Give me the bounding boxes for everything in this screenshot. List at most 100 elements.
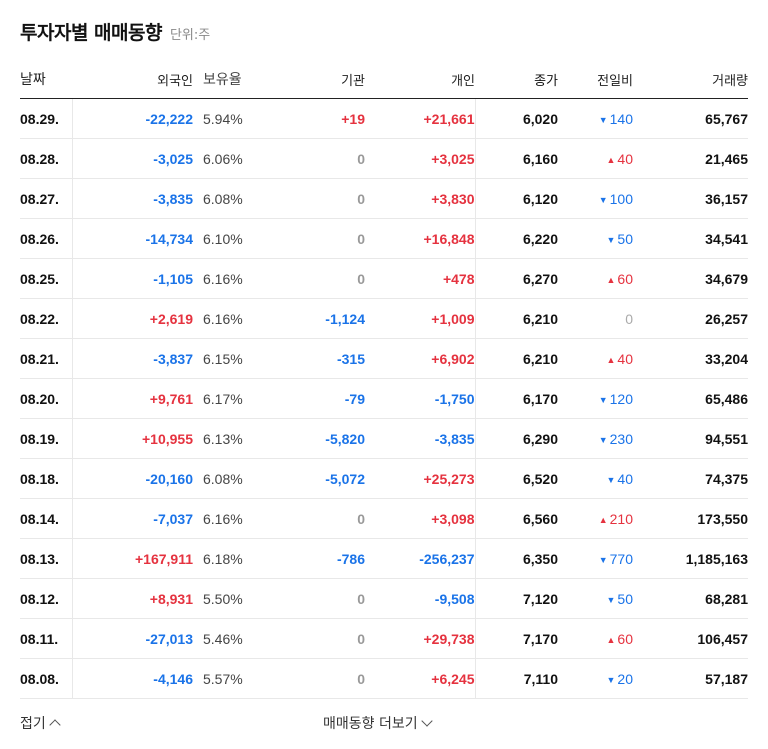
triangle-down-icon: ▼	[606, 474, 616, 485]
cell-individual: +16,848	[365, 218, 476, 259]
cell-foreign: +2,619	[71, 298, 193, 339]
cell-volume: 1,185,163	[633, 538, 748, 579]
table-row: 08.26. -14,734 6.10% 0 +16,848 6,220 ▼ 50 34,541	[20, 218, 748, 259]
table-row: 08.25. -1,105 6.16% 0 +478 6,270 ▲ 60 34,679	[20, 258, 748, 299]
triangle-down-icon: ▼	[606, 674, 616, 685]
cell-foreign: +9,761	[71, 378, 193, 419]
cell-close: 6,290	[475, 418, 558, 459]
cell-close: 6,120	[475, 178, 558, 219]
table-row: 08.08. -4,146 5.57% 0 +6,245 7,110 ▼ 20 57,187	[20, 658, 748, 699]
cell-individual: +6,245	[365, 658, 476, 699]
cell-institution: -786	[265, 538, 365, 579]
cell-volume: 65,486	[633, 378, 748, 419]
cell-volume: 65,767	[633, 98, 748, 139]
triangle-down-icon: ▼	[598, 554, 608, 565]
cell-close: 6,020	[475, 98, 558, 139]
cell-volume: 106,457	[633, 618, 748, 659]
table-row: 08.20. +9,761 6.17% -79 -1,750 6,170 ▼ 120 65,48…	[20, 378, 748, 419]
change-flat: 0	[625, 311, 633, 327]
cell-date: 08.13.	[20, 538, 72, 579]
change-up: ▲ 60	[607, 271, 634, 287]
cell-volume: 33,204	[633, 338, 748, 379]
cell-institution: 0	[265, 658, 365, 699]
cell-date: 08.11.	[20, 618, 72, 659]
cell-holding: 6.06%	[193, 138, 265, 179]
cell-change: ▲ 210	[558, 498, 633, 539]
change-value: 0	[625, 310, 633, 327]
cell-close: 6,560	[475, 498, 558, 539]
cell-date: 08.28.	[20, 138, 72, 179]
table-row: 08.18. -20,160 6.08% -5,072 +25,273 6,520 ▼ 40 7…	[20, 458, 748, 499]
cell-change: 0	[558, 298, 633, 339]
cell-date: 08.27.	[20, 178, 72, 219]
cell-holding: 6.17%	[193, 378, 265, 419]
table-header-row: 날짜 외국인 보유율 기관 개인 종가 전일비 거래량	[20, 60, 748, 99]
cell-volume: 68,281	[633, 578, 748, 619]
cell-holding: 5.57%	[193, 658, 265, 699]
cell-holding: 5.46%	[193, 618, 265, 659]
cell-holding: 6.15%	[193, 338, 265, 379]
col-header-close: 종가	[475, 60, 558, 99]
more-trading-button[interactable]: 매매동향 더보기	[323, 713, 433, 733]
cell-volume: 34,541	[633, 218, 748, 259]
cell-foreign: -22,222	[71, 98, 193, 139]
cell-date: 08.19.	[20, 418, 72, 459]
cell-institution: 0	[265, 498, 365, 539]
cell-change: ▼ 140	[558, 98, 633, 139]
change-value: 100	[609, 190, 633, 207]
cell-individual: +25,273	[365, 458, 476, 499]
change-up: ▲ 60	[607, 631, 634, 647]
change-down: ▼ 770	[599, 551, 633, 567]
cell-individual: +3,830	[365, 178, 476, 219]
cell-individual: -3,835	[365, 418, 476, 459]
cell-change: ▲ 60	[558, 258, 634, 299]
cell-close: 7,170	[475, 618, 558, 659]
cell-foreign: -3,025	[71, 138, 193, 179]
fold-button[interactable]: 접기	[20, 713, 61, 733]
cell-foreign: -14,734	[71, 218, 193, 259]
change-value: 120	[609, 390, 633, 407]
change-value: 40	[617, 350, 633, 367]
cell-institution: 0	[265, 138, 365, 179]
table-row: 08.12. +8,931 5.50% 0 -9,508 7,120 ▼ 50 68,281	[20, 578, 748, 619]
cell-close: 7,110	[475, 658, 558, 699]
table-row: 08.19. +10,955 6.13% -5,820 -3,835 6,290 ▼ 230 9…	[20, 418, 748, 459]
page-title: 투자자별 매매동향	[20, 22, 162, 44]
cell-individual: +29,738	[365, 618, 476, 659]
cell-individual: +478	[365, 258, 476, 299]
cell-holding: 6.16%	[193, 498, 265, 539]
col-header-foreign: 외국인	[72, 60, 193, 99]
cell-volume: 26,257	[633, 298, 748, 339]
cell-institution: 0	[265, 218, 365, 259]
change-down: ▼ 20	[607, 671, 634, 687]
unit-label: 단위:주	[169, 28, 211, 43]
cell-holding: 5.50%	[193, 578, 265, 619]
cell-change: ▼ 50	[558, 218, 633, 259]
cell-institution: 0	[265, 178, 365, 219]
col-header-individual: 개인	[365, 60, 475, 99]
table-row: 08.22. +2,619 6.16% -1,124 +1,009 6,210 0 26,25…	[20, 298, 748, 339]
cell-close: 6,170	[475, 378, 558, 419]
cell-individual: +3,098	[365, 498, 476, 539]
cell-institution: 0	[265, 258, 365, 299]
change-value: 230	[609, 430, 633, 447]
cell-change: ▲ 60	[558, 618, 634, 659]
change-value: 40	[617, 470, 633, 487]
cell-volume: 94,551	[633, 418, 748, 459]
cell-close: 6,160	[475, 138, 558, 179]
cell-institution: -5,820	[265, 418, 365, 459]
change-value: 50	[617, 590, 633, 607]
cell-date: 08.22.	[20, 298, 72, 339]
cell-institution: 0	[265, 578, 365, 619]
table-row: 08.27. -3,835 6.08% 0 +3,830 6,120 ▼ 100 36,157	[20, 178, 748, 219]
change-value: 20	[617, 670, 633, 687]
cell-individual: +6,902	[365, 338, 476, 379]
triangle-down-icon: ▼	[598, 394, 608, 405]
cell-holding: 6.16%	[193, 258, 265, 299]
cell-volume: 34,679	[633, 258, 748, 299]
triangle-down-icon: ▼	[598, 434, 608, 445]
cell-foreign: +8,931	[71, 578, 193, 619]
cell-institution: 0	[265, 618, 365, 659]
cell-change: ▼ 100	[558, 178, 633, 219]
